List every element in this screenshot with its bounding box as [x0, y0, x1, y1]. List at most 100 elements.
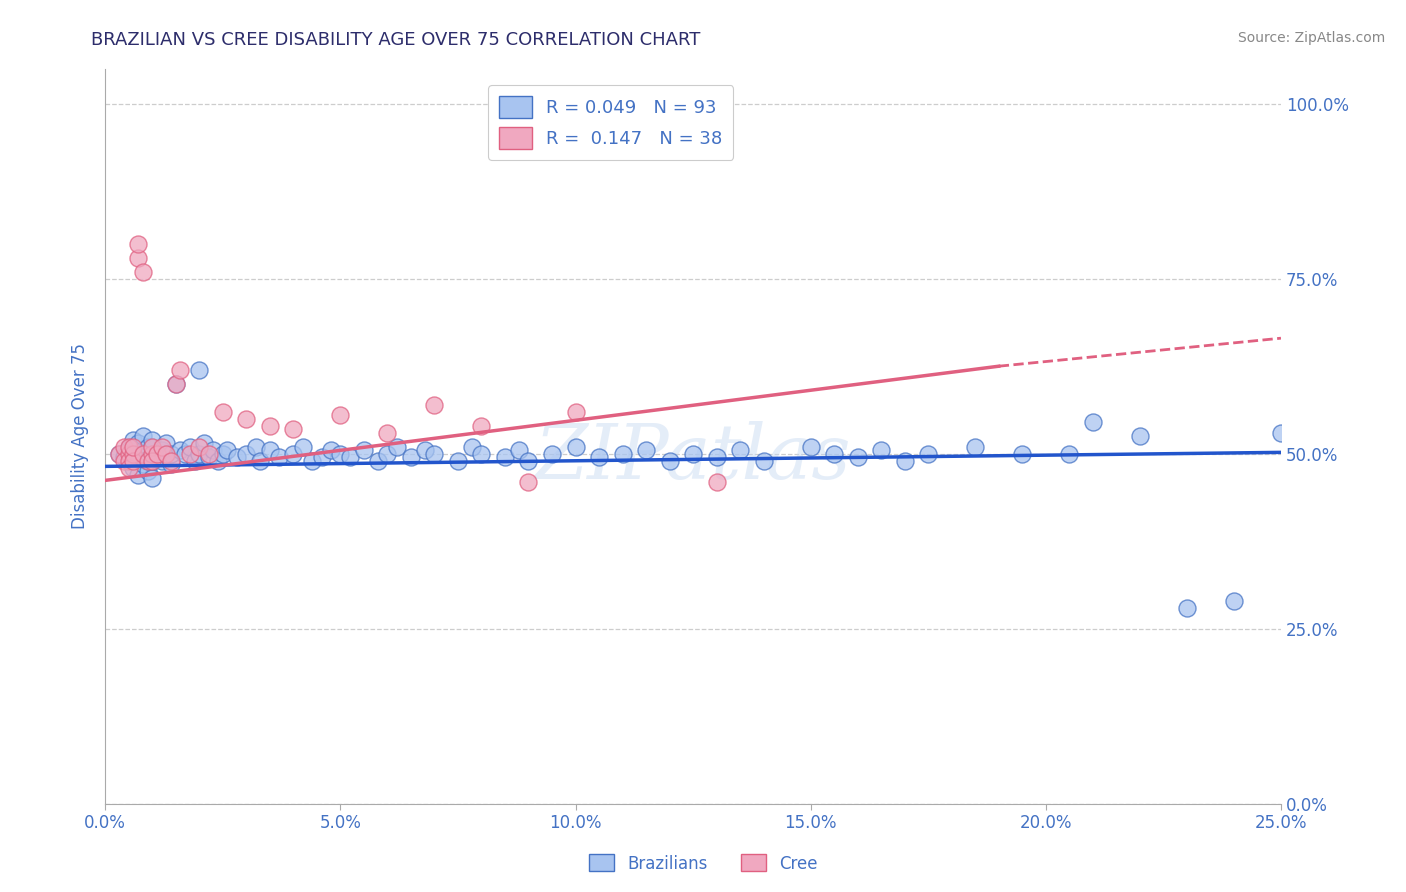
Point — [339, 450, 361, 465]
Point — [461, 440, 484, 454]
Point — [155, 447, 177, 461]
Point — [108, 447, 131, 461]
Point — [634, 443, 657, 458]
Legend: R = 0.049   N = 93, R =  0.147   N = 38: R = 0.049 N = 93, R = 0.147 N = 38 — [488, 85, 733, 160]
Point — [136, 454, 159, 468]
Point — [146, 447, 169, 461]
Point — [132, 447, 155, 461]
Point — [141, 471, 163, 485]
Point — [283, 422, 305, 436]
Point — [112, 454, 135, 468]
Point — [141, 447, 163, 461]
Point — [612, 447, 634, 461]
Point — [127, 450, 149, 465]
Point — [367, 454, 389, 468]
Point — [225, 450, 247, 465]
Point — [183, 454, 205, 468]
Point — [188, 447, 211, 461]
Point — [965, 440, 987, 454]
Point — [141, 440, 163, 454]
Point — [870, 443, 893, 458]
Point — [188, 440, 211, 454]
Point — [118, 443, 141, 458]
Point — [127, 236, 149, 251]
Point — [132, 429, 155, 443]
Point — [122, 454, 145, 468]
Point — [174, 447, 197, 461]
Point — [132, 457, 155, 471]
Point — [155, 436, 177, 450]
Point — [259, 443, 281, 458]
Point — [197, 450, 219, 465]
Point — [259, 418, 281, 433]
Point — [728, 443, 751, 458]
Point — [122, 460, 145, 475]
Point — [211, 447, 233, 461]
Point — [118, 460, 141, 475]
Point — [122, 440, 145, 454]
Text: Source: ZipAtlas.com: Source: ZipAtlas.com — [1237, 31, 1385, 45]
Point — [160, 454, 183, 468]
Point — [118, 447, 141, 461]
Point — [706, 475, 728, 489]
Point — [423, 447, 446, 461]
Point — [207, 454, 229, 468]
Point — [494, 450, 516, 465]
Point — [377, 425, 399, 440]
Point — [470, 447, 492, 461]
Point — [179, 440, 201, 454]
Point — [1270, 425, 1292, 440]
Point — [118, 440, 141, 454]
Point — [146, 447, 169, 461]
Point — [127, 467, 149, 482]
Point — [132, 443, 155, 458]
Point — [160, 447, 183, 461]
Point — [470, 418, 492, 433]
Point — [197, 447, 219, 461]
Point — [706, 450, 728, 465]
Point — [893, 454, 915, 468]
Point — [136, 440, 159, 454]
Point — [353, 443, 375, 458]
Point — [235, 411, 257, 425]
Point — [385, 440, 408, 454]
Point — [165, 376, 187, 391]
Point — [682, 447, 704, 461]
Point — [211, 405, 233, 419]
Point — [311, 450, 333, 465]
Point — [155, 447, 177, 461]
Point — [136, 454, 159, 468]
Point — [564, 440, 586, 454]
Point — [823, 447, 845, 461]
Point — [146, 450, 169, 465]
Point — [141, 447, 163, 461]
Point — [118, 440, 141, 454]
Point — [329, 447, 352, 461]
Point — [329, 409, 352, 423]
Text: BRAZILIAN VS CREE DISABILITY AGE OVER 75 CORRELATION CHART: BRAZILIAN VS CREE DISABILITY AGE OVER 75… — [91, 31, 700, 49]
Text: ZIPatlas: ZIPatlas — [534, 421, 852, 495]
Point — [179, 447, 201, 461]
Point — [447, 454, 470, 468]
Point — [112, 440, 135, 454]
Point — [249, 454, 271, 468]
Point — [564, 405, 586, 419]
Point — [235, 447, 257, 461]
Point — [165, 376, 187, 391]
Point — [141, 454, 163, 468]
Point — [122, 433, 145, 447]
Point — [291, 440, 314, 454]
Point — [122, 447, 145, 461]
Y-axis label: Disability Age Over 75: Disability Age Over 75 — [72, 343, 89, 529]
Point — [202, 443, 225, 458]
Point — [377, 447, 399, 461]
Point — [169, 443, 191, 458]
Point — [127, 251, 149, 265]
Point — [319, 443, 342, 458]
Point — [1223, 594, 1246, 608]
Point — [245, 440, 267, 454]
Point — [127, 436, 149, 450]
Legend: Brazilians, Cree: Brazilians, Cree — [582, 847, 824, 880]
Point — [169, 362, 191, 376]
Point — [150, 440, 173, 454]
